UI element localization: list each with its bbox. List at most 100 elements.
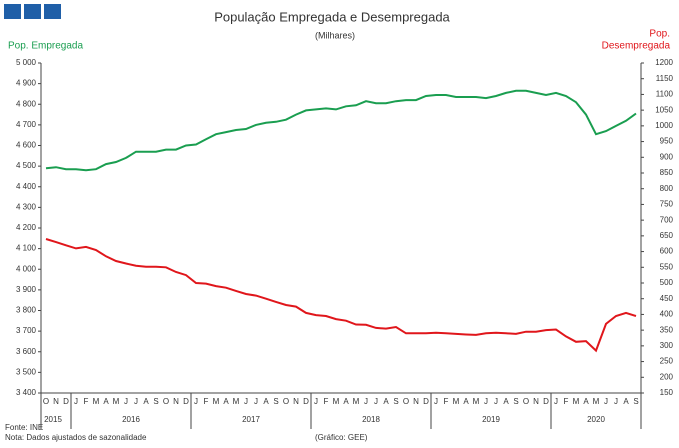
- year-label: 2019: [482, 415, 500, 424]
- x-tick-label: F: [444, 397, 449, 406]
- x-tick-label: O: [163, 397, 169, 406]
- y2-tick-label: 1000: [655, 121, 673, 130]
- x-tick-label: A: [463, 397, 469, 406]
- x-tick-label: A: [503, 397, 509, 406]
- year-label: 2015: [44, 415, 62, 424]
- y2-tick-label: 400: [660, 310, 674, 319]
- source: Fonte: INE: [5, 423, 43, 432]
- x-tick-label: J: [434, 397, 438, 406]
- x-tick-label: N: [173, 397, 179, 406]
- x-tick-label: A: [583, 397, 589, 406]
- y2-tick-label: 1050: [655, 105, 673, 114]
- y2-tick-label: 450: [660, 294, 674, 303]
- note: Nota: Dados ajustados de sazonalidade: [5, 433, 147, 442]
- y2-axis-label: Pop.: [649, 29, 670, 40]
- logo-square: [44, 4, 61, 19]
- x-tick-label: M: [353, 397, 360, 406]
- y-tick-label: 5 000: [16, 58, 37, 67]
- x-tick-label: O: [403, 397, 409, 406]
- x-tick-label: J: [604, 397, 608, 406]
- y2-tick-label: 600: [660, 247, 674, 256]
- y2-tick-label: 150: [660, 388, 674, 397]
- x-tick-label: S: [513, 397, 518, 406]
- y2-tick-label: 500: [660, 278, 674, 287]
- x-tick-label: M: [593, 397, 600, 406]
- x-tick-label: A: [143, 397, 149, 406]
- logo-square: [4, 4, 21, 19]
- y2-tick-label: 800: [660, 184, 674, 193]
- y2-tick-label: 900: [660, 152, 674, 161]
- x-tick-label: D: [63, 397, 69, 406]
- x-tick-label: J: [74, 397, 78, 406]
- y2-tick-label: 250: [660, 357, 674, 366]
- y2-tick-label: 1150: [656, 74, 674, 83]
- x-tick-label: O: [523, 397, 529, 406]
- x-tick-label: A: [383, 397, 389, 406]
- x-tick-label: O: [283, 397, 289, 406]
- x-tick-label: A: [623, 397, 629, 406]
- x-tick-label: M: [473, 397, 480, 406]
- y-tick-label: 3 400: [16, 388, 37, 397]
- x-tick-label: J: [194, 397, 198, 406]
- y2-tick-label: 950: [660, 137, 674, 146]
- y-tick-label: 3 700: [16, 326, 37, 335]
- y2-tick-label: 300: [660, 341, 674, 350]
- y-axis-label: Pop. Empregada: [8, 41, 83, 52]
- y2-tick-label: 650: [660, 231, 674, 240]
- chart-title: População Empregada e Desempregada: [214, 9, 450, 24]
- x-tick-label: F: [324, 397, 329, 406]
- x-tick-label: N: [53, 397, 59, 406]
- y-tick-label: 4 500: [16, 161, 37, 170]
- year-label: 2020: [587, 415, 605, 424]
- x-tick-label: M: [93, 397, 100, 406]
- year-label: 2016: [122, 415, 140, 424]
- x-tick-label: J: [244, 397, 248, 406]
- y2-tick-label: 350: [660, 325, 674, 334]
- x-tick-label: N: [413, 397, 419, 406]
- y2-tick-label: 1200: [655, 58, 673, 67]
- x-tick-label: N: [533, 397, 539, 406]
- y-tick-label: 4 600: [16, 141, 37, 150]
- x-tick-label: S: [153, 397, 158, 406]
- x-tick-label: A: [263, 397, 269, 406]
- x-tick-label: M: [333, 397, 340, 406]
- x-tick-label: J: [554, 397, 558, 406]
- x-tick-label: M: [213, 397, 220, 406]
- y-tick-label: 3 600: [16, 347, 37, 356]
- x-tick-label: M: [113, 397, 120, 406]
- x-tick-label: A: [223, 397, 229, 406]
- x-tick-label: J: [134, 397, 138, 406]
- y2-tick-label: 750: [660, 200, 674, 209]
- x-tick-label: D: [543, 397, 549, 406]
- y2-axis-label: Desempregada: [602, 41, 671, 52]
- x-tick-label: S: [633, 397, 638, 406]
- y-tick-label: 4 100: [16, 244, 37, 253]
- x-tick-label: D: [183, 397, 189, 406]
- series-line: [45, 89, 637, 172]
- logo-square: [24, 4, 41, 19]
- x-tick-label: J: [124, 397, 128, 406]
- x-tick-label: S: [393, 397, 398, 406]
- y2-tick-label: 850: [660, 168, 674, 177]
- y-tick-label: 4 000: [16, 264, 37, 273]
- x-tick-label: J: [374, 397, 378, 406]
- x-tick-label: N: [293, 397, 299, 406]
- x-tick-label: M: [453, 397, 460, 406]
- x-tick-label: O: [43, 397, 49, 406]
- y2-tick-label: 700: [660, 215, 674, 224]
- x-tick-label: D: [303, 397, 309, 406]
- x-tick-label: J: [254, 397, 258, 406]
- x-tick-label: A: [343, 397, 349, 406]
- x-tick-label: J: [484, 397, 488, 406]
- y-tick-label: 3 900: [16, 285, 37, 294]
- x-tick-label: S: [273, 397, 278, 406]
- x-tick-label: A: [103, 397, 109, 406]
- year-label: 2018: [362, 415, 380, 424]
- y-tick-label: 4 200: [16, 223, 37, 232]
- credit: (Gráfico: GEE): [315, 433, 368, 442]
- x-tick-label: M: [233, 397, 240, 406]
- x-tick-label: J: [364, 397, 368, 406]
- x-tick-label: M: [573, 397, 580, 406]
- y-tick-label: 4 900: [16, 79, 37, 88]
